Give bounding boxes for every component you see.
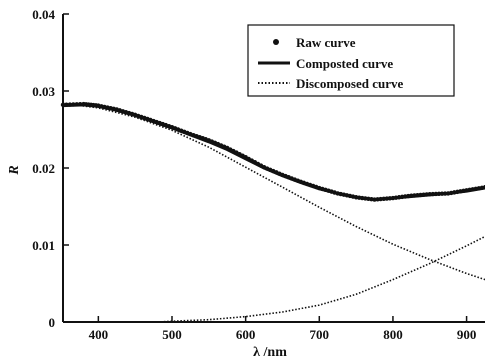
legend-label-raw: Raw curve: [296, 35, 356, 50]
x-tick-label: 500: [162, 327, 182, 342]
axes: [62, 13, 485, 323]
y-tick-label: 0: [49, 315, 56, 330]
raw-curve-series: [60, 101, 485, 202]
x-tick-label: 600: [236, 327, 256, 342]
x-tick-label: 400: [89, 327, 109, 342]
y-tick-label: 0.03: [32, 84, 55, 99]
x-tick-label: 700: [310, 327, 330, 342]
x-tick-label: 800: [383, 327, 403, 342]
composted-curve-line: [62, 103, 485, 202]
tick-labels: 0 0.01 0.02 0.03 0.04 400 500 600 700 800 900: [32, 7, 476, 342]
legend-label-composted: Composted curve: [296, 56, 393, 71]
x-axis-label: λ /nm: [253, 345, 287, 360]
y-tick-label: 0.02: [32, 161, 55, 176]
y-axis-label: R: [7, 165, 22, 175]
y-tick-label: 0.04: [32, 7, 55, 22]
y-tick-label: 0.01: [32, 238, 55, 253]
legend-label-discomposed: Discomposed curve: [296, 76, 403, 91]
legend-marker-raw: [273, 39, 279, 45]
discomposed-curve-line-2: [62, 102, 485, 281]
legend: Raw curve Composted curve Discomposed cu…: [247, 24, 455, 97]
x-tick-label: 900: [457, 327, 477, 342]
plot-area: [60, 101, 485, 323]
legend-box: [247, 24, 455, 97]
discomposed-curve-line-3: [157, 235, 485, 323]
